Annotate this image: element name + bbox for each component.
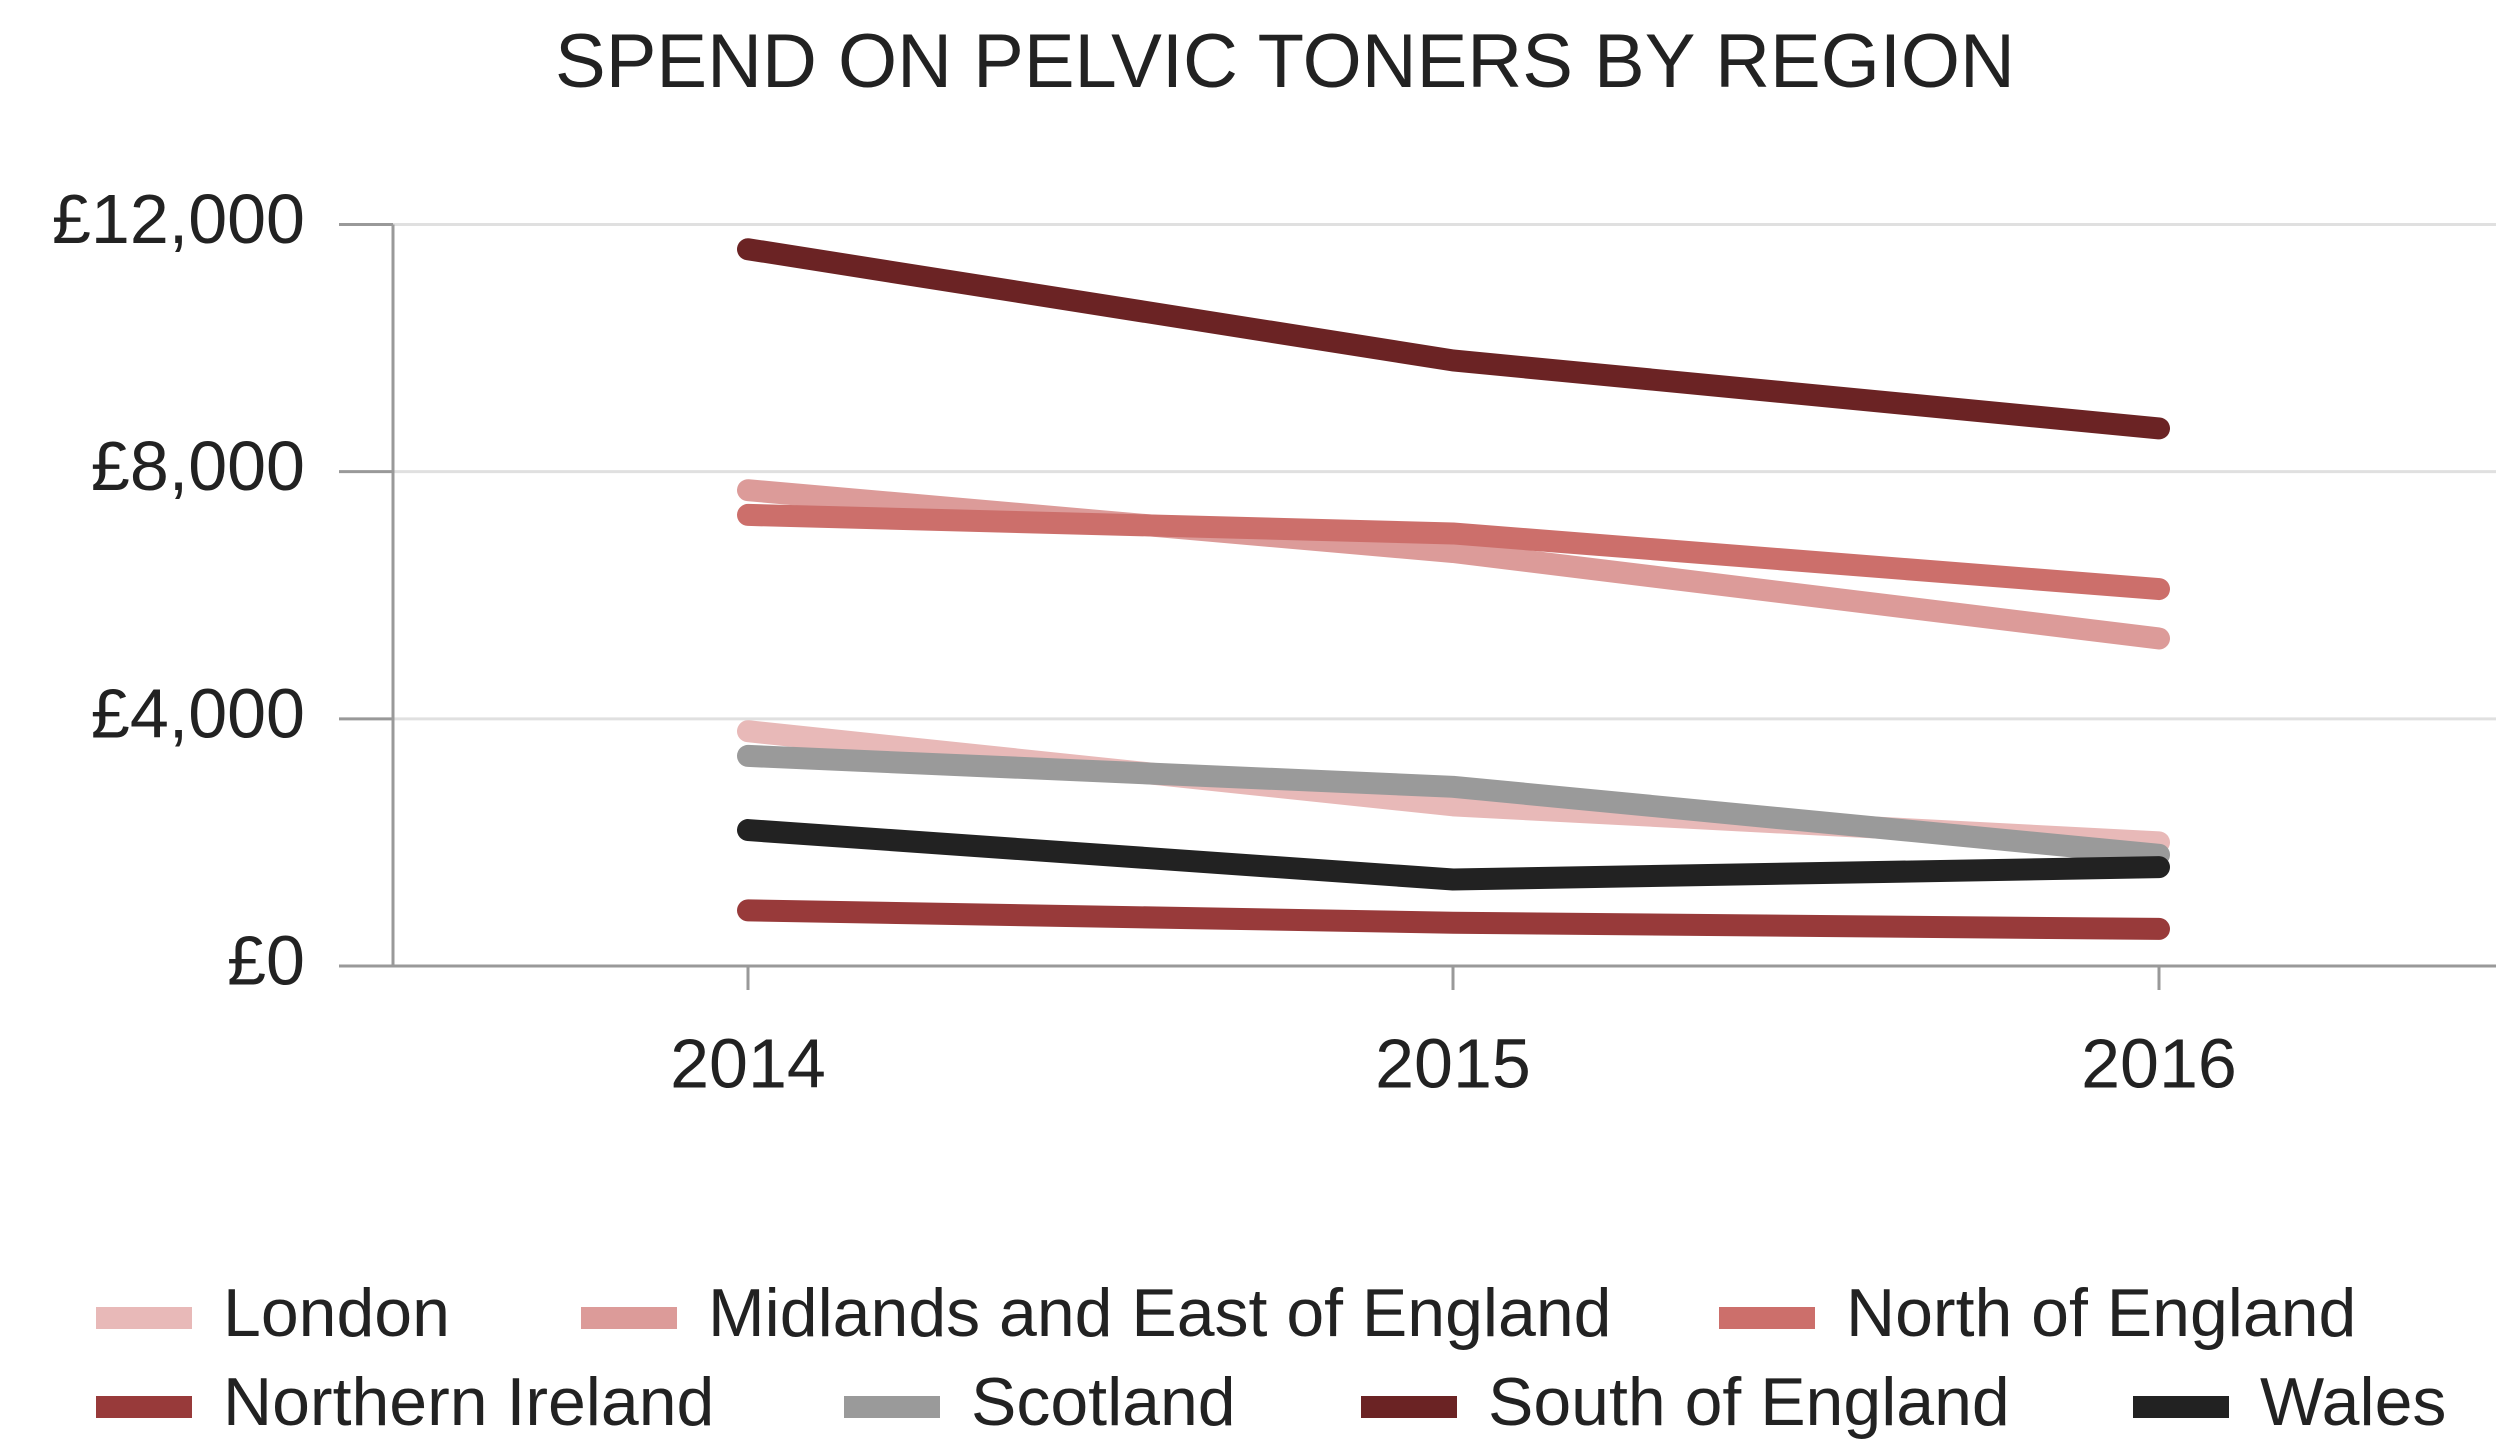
x-tick-label: 2014 <box>670 1024 826 1102</box>
legend-label: London <box>223 1275 450 1351</box>
x-tick-label: 2016 <box>2081 1024 2237 1102</box>
series-line <box>737 744 2170 866</box>
legend-swatch <box>2133 1396 2229 1418</box>
x-tick-label: 2015 <box>1375 1024 1531 1102</box>
legend-swatch <box>1719 1307 1815 1329</box>
chart-title: SPEND ON PELVIC TONERS BY REGION <box>555 19 2015 104</box>
legend-swatch <box>96 1307 192 1329</box>
legend-label: North of England <box>1846 1275 2356 1351</box>
series-line <box>737 819 2170 891</box>
y-tick-label: £0 <box>227 921 305 999</box>
legend-label: Northern Ireland <box>223 1364 714 1440</box>
legend-swatch <box>844 1396 940 1418</box>
legend-label: South of England <box>1488 1364 2010 1440</box>
legend-swatch <box>581 1307 677 1329</box>
series-line <box>737 503 2170 601</box>
legend-label: Scotland <box>971 1364 1236 1440</box>
legend-swatch <box>96 1396 192 1418</box>
series-line <box>737 899 2170 940</box>
y-tick-label: £4,000 <box>91 674 305 752</box>
y-tick-label: £8,000 <box>91 427 305 505</box>
legend-label: Wales <box>2260 1364 2446 1440</box>
legend-label: Midlands and East of England <box>708 1275 1612 1351</box>
series-line <box>737 238 2170 440</box>
legend-swatch <box>1361 1396 1457 1418</box>
y-tick-label: £12,000 <box>52 180 305 258</box>
